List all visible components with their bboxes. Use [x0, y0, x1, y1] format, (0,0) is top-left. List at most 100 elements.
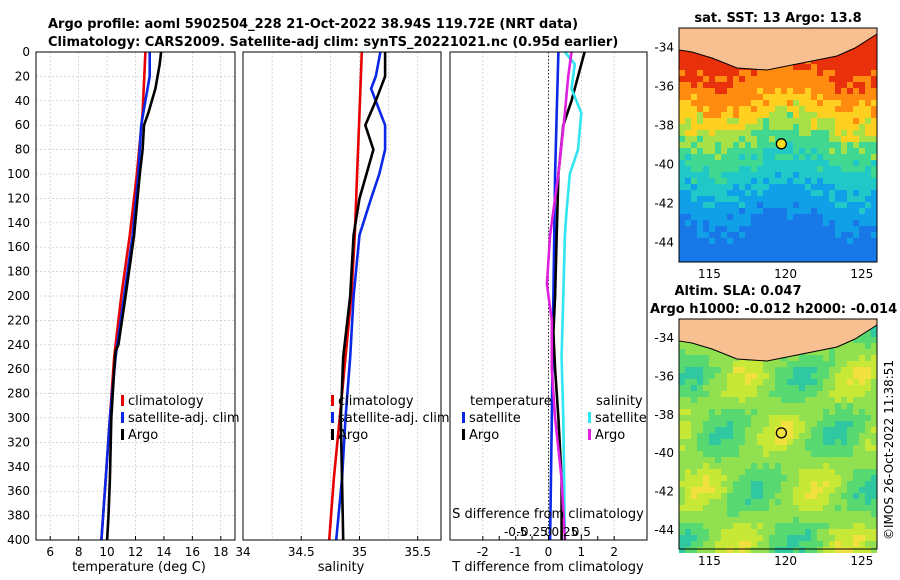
map-cell — [805, 76, 811, 82]
map-cell — [709, 403, 715, 409]
map-cell — [865, 148, 871, 154]
map-cell — [835, 523, 841, 529]
map-cell — [685, 100, 691, 106]
map-cell — [799, 106, 805, 112]
map-cell — [835, 76, 841, 82]
map-cell — [823, 385, 829, 391]
map-cell — [853, 190, 859, 196]
map-cell — [817, 64, 823, 70]
map-cell — [769, 361, 775, 367]
map-cell — [721, 517, 727, 523]
map-cell — [871, 391, 877, 397]
map-cell — [697, 244, 703, 250]
map-cell — [745, 142, 751, 148]
map-cell — [781, 379, 787, 385]
map-cell — [865, 433, 871, 439]
map-cell — [763, 76, 769, 82]
map-cell — [709, 421, 715, 427]
map-cell — [871, 523, 877, 529]
map-cell — [859, 118, 865, 124]
map-cell — [793, 184, 799, 190]
map-cell — [763, 487, 769, 493]
map-cell — [871, 439, 877, 445]
map-cell — [715, 409, 721, 415]
map-cell — [793, 172, 799, 178]
map-cell — [733, 445, 739, 451]
map-cell — [703, 178, 709, 184]
map-cell — [685, 391, 691, 397]
map-cell — [817, 82, 823, 88]
map-cell — [859, 535, 865, 541]
map-cell — [781, 106, 787, 112]
map-cell — [775, 403, 781, 409]
map-cell — [847, 505, 853, 511]
map-cell — [775, 421, 781, 427]
map-cell — [679, 433, 685, 439]
map-cell — [691, 463, 697, 469]
map-cell — [841, 130, 847, 136]
map-cell — [811, 445, 817, 451]
legend-label: satellite — [595, 411, 647, 426]
map-cell — [811, 256, 817, 262]
map-cell — [769, 379, 775, 385]
map-cell — [733, 487, 739, 493]
map-cell — [865, 385, 871, 391]
map-cell — [727, 547, 733, 553]
map-cell — [817, 124, 823, 130]
map-cell — [703, 232, 709, 238]
map-cell — [805, 379, 811, 385]
map-cell — [793, 154, 799, 160]
map-cell — [691, 349, 697, 355]
map-cell — [739, 100, 745, 106]
map-cell — [829, 517, 835, 523]
map-cell — [703, 397, 709, 403]
map-cell — [859, 439, 865, 445]
map-cell — [697, 196, 703, 202]
map-cell — [745, 499, 751, 505]
map-cell — [721, 184, 727, 190]
map-cell — [715, 178, 721, 184]
map-cell — [709, 511, 715, 517]
map-cell — [829, 487, 835, 493]
map-cell — [811, 244, 817, 250]
map-cell — [709, 112, 715, 118]
map-cell — [679, 178, 685, 184]
map-cell — [757, 409, 763, 415]
map-cell — [841, 76, 847, 82]
map-cell — [829, 397, 835, 403]
map-cell — [805, 403, 811, 409]
map-cell — [715, 511, 721, 517]
map-cell — [715, 166, 721, 172]
map-cell — [817, 379, 823, 385]
map-cell — [715, 499, 721, 505]
map-cell — [841, 493, 847, 499]
map-cell — [805, 82, 811, 88]
map-cell — [703, 70, 709, 76]
map-cell — [847, 196, 853, 202]
map-cell — [799, 463, 805, 469]
map-cell — [781, 457, 787, 463]
map-cell — [739, 427, 745, 433]
map-cell — [763, 397, 769, 403]
map-cell — [763, 250, 769, 256]
map-cell — [817, 349, 823, 355]
map-cell — [739, 379, 745, 385]
map-cell — [679, 541, 685, 547]
map-cell — [847, 517, 853, 523]
map-cell — [733, 499, 739, 505]
map-cell — [763, 178, 769, 184]
map-cell — [805, 154, 811, 160]
map-cell — [799, 475, 805, 481]
map-cell — [841, 112, 847, 118]
map-cell — [781, 82, 787, 88]
map-cell — [847, 379, 853, 385]
map-cell — [799, 184, 805, 190]
map-cell — [745, 232, 751, 238]
map-cell — [805, 469, 811, 475]
map-cell — [769, 475, 775, 481]
map-cell — [799, 64, 805, 70]
map-cell — [745, 517, 751, 523]
map-cell — [739, 541, 745, 547]
map-cell — [793, 76, 799, 82]
map-cell — [739, 523, 745, 529]
